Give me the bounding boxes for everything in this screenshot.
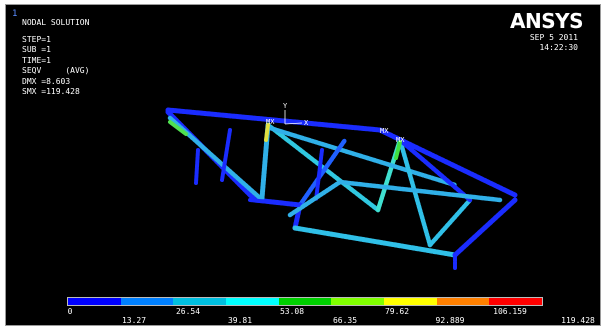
- time-value: TIME=1: [22, 55, 51, 65]
- legend-tick: 119.428: [561, 316, 595, 325]
- legend-tick: 53.08: [279, 307, 305, 316]
- stress-hotspot: [394, 140, 402, 160]
- x-axis-line: [284, 122, 303, 125]
- beam: [194, 148, 200, 185]
- solution-info: NODAL SOLUTION STEP=1 SUB =1 TIME=1 SEQV (AV…: [22, 18, 89, 98]
- step-value: STEP=1: [22, 34, 51, 44]
- beam: [248, 198, 302, 207]
- legend-color-swatch: [489, 298, 543, 305]
- beam: [397, 137, 473, 203]
- legend-tick: 39.81: [227, 316, 253, 325]
- beam: [292, 225, 458, 258]
- beam: [297, 137, 348, 208]
- axis-triad: Y X MX MX MX: [266, 102, 405, 144]
- beam: [265, 122, 381, 213]
- legend-tick: 79.62: [384, 307, 410, 316]
- legend-tick: 13.27: [121, 316, 147, 325]
- beam: [267, 125, 458, 188]
- beam: [427, 197, 473, 248]
- beam: [165, 107, 383, 133]
- beam: [287, 179, 503, 218]
- legend-color-swatch: [384, 298, 437, 305]
- sub-value: SUB =1: [22, 45, 51, 54]
- legend-tick: 66.35: [332, 316, 358, 325]
- legend-color-swatch: [120, 298, 174, 305]
- stress-hotspot: [264, 123, 270, 142]
- y-axis-label: Y: [283, 102, 288, 110]
- legend-color-swatch: [436, 298, 490, 305]
- timestamp: SEP 5 2011 14:22:30: [530, 33, 578, 53]
- beam: [220, 128, 232, 182]
- solution-title: NODAL SOLUTION: [22, 18, 90, 27]
- dmx-value: DMX =8.603: [22, 76, 71, 86]
- legend-color-swatch: [173, 298, 227, 305]
- window-number: 1: [12, 9, 18, 19]
- stress-hotspot: [168, 120, 188, 136]
- legend-color-swatch: [331, 298, 385, 305]
- beam: [314, 148, 324, 202]
- smx-value: SMX =119.428: [22, 87, 80, 96]
- mx-marker: MX: [396, 136, 405, 144]
- legend-color-swatch: [226, 298, 279, 305]
- date-text: SEP 5 2011: [529, 33, 578, 42]
- ansys-logo: ANSYS: [510, 9, 584, 33]
- legend-tick: 26.54: [175, 307, 201, 316]
- mx-marker: MX: [266, 118, 275, 126]
- legend-color-swatch: [278, 298, 332, 305]
- beam: [452, 197, 518, 258]
- mx-marker: MX: [380, 127, 389, 135]
- seqv-value: SEQV (AVG): [22, 66, 90, 75]
- legend-tick: 106.159: [493, 307, 527, 316]
- graphics-viewport[interactable]: [5, 4, 601, 326]
- legend-tick: 92.889: [435, 316, 465, 325]
- x-axis-label: X: [304, 119, 309, 127]
- time-text: 14:22:30: [539, 43, 578, 52]
- color-legend-bar: [67, 297, 543, 306]
- legend-color-swatch: [68, 298, 121, 305]
- legend-tick: 0: [67, 307, 73, 316]
